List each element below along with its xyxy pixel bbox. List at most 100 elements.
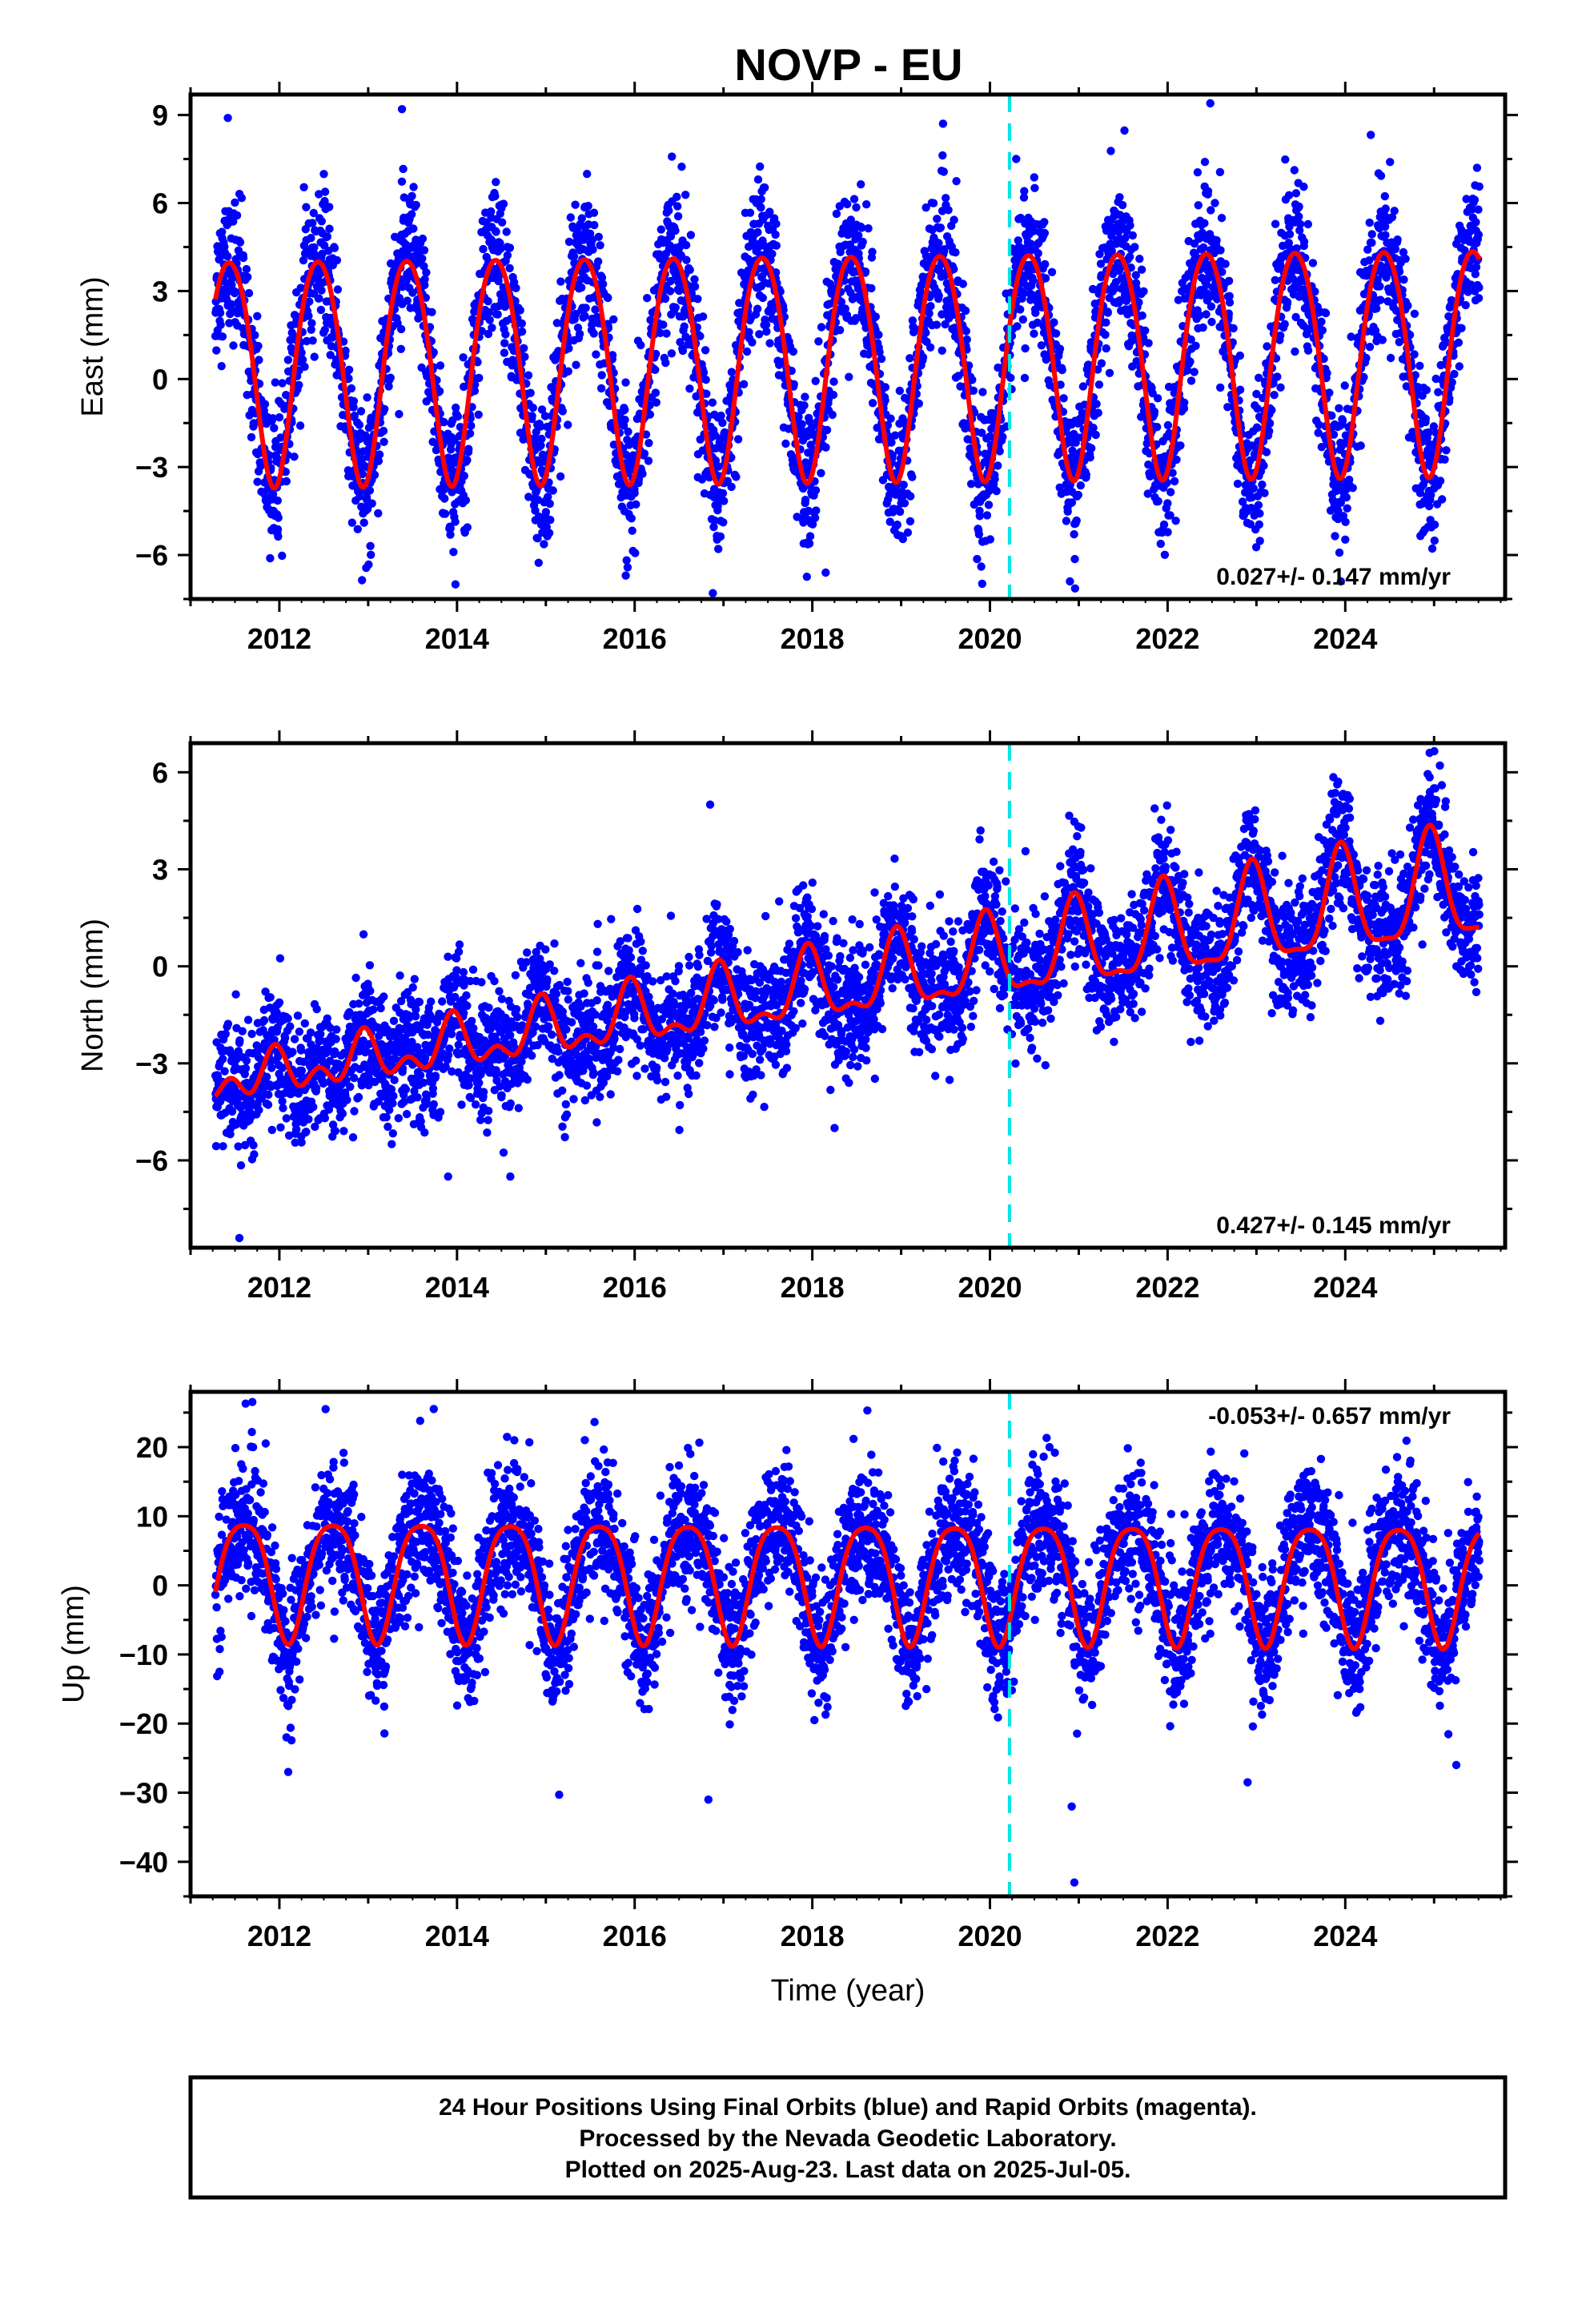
data-point: [264, 1091, 272, 1099]
data-point: [1094, 408, 1102, 416]
data-point: [620, 405, 628, 413]
data-point: [727, 483, 735, 491]
data-point: [1304, 220, 1312, 228]
data-point: [1255, 501, 1263, 509]
data-point: [1095, 380, 1103, 388]
data-point: [498, 219, 506, 227]
data-point: [728, 368, 736, 376]
data-point: [1170, 477, 1178, 485]
data-point: [242, 1064, 250, 1072]
data-point: [321, 187, 329, 195]
data-point: [520, 344, 528, 352]
data-point: [360, 519, 368, 527]
data-point: [850, 195, 858, 203]
data-point: [355, 420, 363, 428]
data-point: [896, 387, 904, 395]
data-point: [247, 1030, 255, 1038]
data-point: [1092, 400, 1100, 408]
data-point: [283, 477, 291, 485]
data-point: [817, 323, 825, 331]
data-point: [717, 412, 725, 420]
data-point: [673, 193, 681, 201]
data-point: [1120, 127, 1128, 135]
data-point: [475, 374, 483, 382]
data-point: [506, 243, 514, 251]
data-point: [572, 361, 580, 369]
data-point: [1382, 204, 1390, 212]
outlier-point: [223, 114, 231, 122]
data-point: [657, 225, 665, 233]
data-point: [631, 489, 639, 497]
data-point: [1070, 530, 1078, 538]
data-point: [1285, 191, 1293, 199]
data-point: [467, 422, 475, 430]
scatter-series-final-orbits: [211, 99, 1484, 597]
data-point: [1041, 229, 1049, 237]
data-point: [951, 248, 959, 256]
outlier-point: [398, 105, 406, 113]
data-point: [594, 257, 602, 265]
data-point: [1366, 219, 1374, 227]
data-point: [915, 400, 923, 408]
data-point: [1207, 206, 1215, 214]
data-point: [1343, 505, 1351, 513]
data-point: [500, 348, 508, 356]
data-point: [836, 326, 844, 334]
data-point: [1126, 221, 1134, 229]
data-point: [1144, 339, 1152, 347]
data-point: [800, 401, 808, 409]
data-point: [1221, 259, 1229, 267]
data-point: [1187, 376, 1195, 384]
data-point: [1229, 324, 1237, 332]
data-point: [812, 506, 820, 514]
data-point: [235, 1036, 243, 1044]
data-point: [366, 542, 374, 550]
data-point: [1161, 551, 1169, 559]
data-point: [1020, 187, 1028, 195]
data-point: [976, 512, 984, 520]
data-point: [1366, 343, 1374, 351]
data-point: [299, 183, 307, 191]
data-point: [1367, 239, 1375, 247]
data-point: [1021, 374, 1029, 382]
data-point: [845, 373, 853, 381]
data-point: [1462, 301, 1470, 309]
data-point: [571, 201, 579, 209]
data-point: [231, 199, 239, 207]
data-point: [546, 516, 554, 524]
data-point: [1204, 187, 1212, 195]
data-point: [734, 435, 742, 443]
outlier-point: [621, 572, 629, 580]
data-point: [494, 310, 502, 318]
data-point: [212, 346, 220, 354]
data-point: [419, 235, 427, 243]
data-point: [753, 305, 761, 313]
data-point: [1106, 147, 1114, 155]
data-point: [1457, 324, 1465, 332]
data-point: [1349, 484, 1357, 492]
data-point: [374, 509, 382, 517]
data-point: [308, 336, 316, 344]
data-point: [219, 1055, 227, 1063]
data-point: [746, 209, 754, 217]
data-point: [518, 328, 526, 336]
data-point: [687, 231, 695, 239]
data-point: [1393, 235, 1401, 243]
data-point: [1164, 421, 1172, 429]
data-point: [1157, 540, 1165, 548]
panel-north: 2012 2014 2016 2018 2020 2022 2024−6−3036North…: [76, 730, 1518, 1304]
data-point: [1202, 310, 1210, 318]
data-point: [244, 1015, 252, 1023]
data-point: [501, 330, 509, 338]
data-point: [243, 1056, 251, 1064]
data-point: [852, 203, 860, 211]
data-point: [1410, 350, 1418, 358]
data-point: [814, 337, 822, 345]
data-point: [500, 199, 508, 207]
data-point: [1216, 168, 1224, 176]
data-point: [1064, 508, 1072, 516]
data-point: [720, 497, 728, 505]
data-point: [366, 486, 374, 494]
y-axis-label: East (mm): [76, 276, 110, 416]
data-point: [379, 438, 387, 446]
